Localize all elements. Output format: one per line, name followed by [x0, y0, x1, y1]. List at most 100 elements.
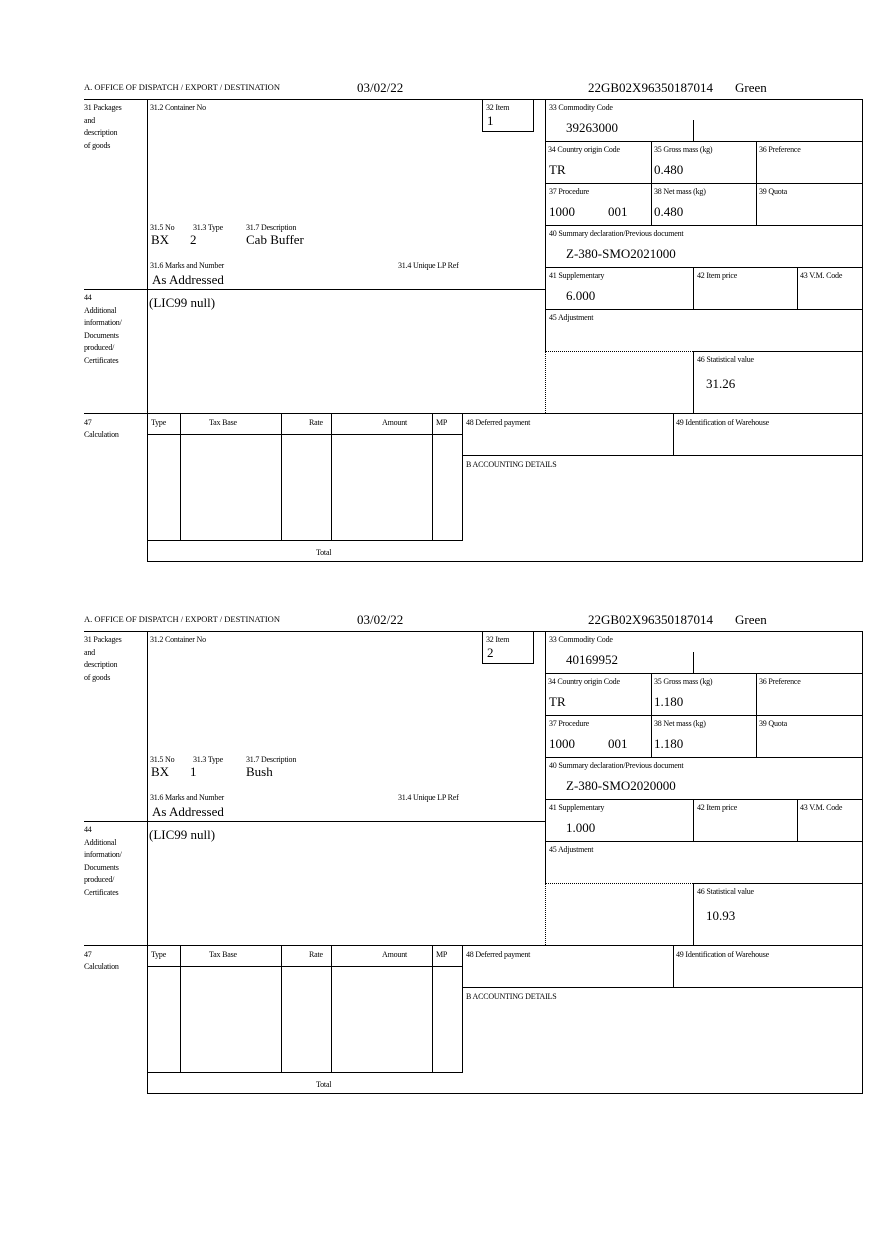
form-right-border [862, 99, 864, 562]
type-label: 31.3 Type [193, 223, 223, 232]
net-mass-value: 1.180 [654, 736, 684, 751]
rule-line [432, 413, 434, 541]
rule-line [533, 631, 535, 664]
marks-value: As Addressed [152, 804, 224, 819]
commodity-code-value: 39263000 [566, 120, 618, 135]
dotted-divider [545, 883, 546, 945]
dotted-divider [545, 883, 693, 884]
procedure-value: 1000 [549, 204, 575, 219]
packages-label: of goods [84, 672, 111, 682]
statistical-value-label: 46 Statistical value [697, 355, 754, 364]
rule-line [462, 455, 863, 457]
total-label: Total [316, 548, 332, 557]
statistical-value: 31.26 [706, 376, 736, 391]
additional-info-label: produced/ [84, 875, 115, 884]
vm-code-label: 43 V.M. Code [800, 803, 843, 812]
additional-info-label: 44 [84, 825, 92, 834]
packages-label: description [84, 660, 118, 669]
accounting-details-label: B ACCOUNTING DETAILS [466, 460, 557, 469]
rule-line [693, 883, 863, 885]
item-number: 1 [487, 113, 494, 128]
additional-info-label: information/ [84, 318, 122, 327]
form-bottom-border [147, 1093, 863, 1095]
rule-line [482, 631, 484, 664]
item-label: 32 Item [486, 635, 510, 644]
commodity-code-label: 33 Commodity Code [549, 103, 613, 112]
packages-label: 31 Packages [84, 103, 122, 112]
rule-line [462, 987, 863, 989]
calc-col-tax-base: Tax Base [209, 418, 237, 427]
calc-col-rate: Rate [309, 950, 323, 959]
rule-line [693, 799, 695, 842]
additional-info-label: produced/ [84, 343, 115, 352]
item-price-label: 42 Item price [697, 271, 738, 280]
rule-line [545, 799, 863, 801]
rule-line [693, 267, 695, 310]
form-right-border [862, 631, 864, 1094]
procedure-suffix-value: 001 [608, 204, 628, 219]
declaration-reference: 22GB02X96350187014 [588, 612, 713, 627]
calc-col-mp: MP [436, 418, 448, 427]
rule-line [693, 351, 695, 414]
package-kind: BX [151, 232, 170, 247]
rule-line [147, 1072, 463, 1074]
goods-description: Cab Buffer [246, 232, 304, 247]
quota-label: 39 Quota [759, 187, 787, 196]
rule-line [147, 540, 463, 542]
no-label: 31.5 No [150, 755, 175, 764]
rule-line [673, 945, 675, 988]
rule-line [693, 120, 695, 142]
calc-col-rate: Rate [309, 418, 323, 427]
rule-line [545, 715, 863, 717]
unique-lp-ref-label: 31.4 Unique LP Ref [398, 793, 459, 802]
rule-line [281, 413, 283, 541]
declaration-date: 03/02/22 [357, 612, 404, 627]
rule-line [545, 183, 863, 185]
gross-mass-label: 35 Gross mass (kg) [654, 145, 713, 154]
rule-line [147, 434, 463, 436]
calculation-label: Calculation [84, 962, 119, 971]
declaration-reference: 22GB02X96350187014 [588, 80, 713, 95]
summary-declaration-value: Z-380-SMO2021000 [566, 246, 676, 261]
goods-left-border [147, 99, 149, 562]
goods-description: Bush [246, 764, 273, 779]
net-mass-label: 38 Net mass (kg) [654, 719, 706, 728]
rule-line [797, 267, 799, 310]
packages-label: and [84, 115, 95, 125]
calc-col-tax-base: Tax Base [209, 950, 237, 959]
rule-line [482, 131, 534, 133]
marks-label: 31.6 Marks and Number [150, 261, 225, 270]
additional-info-label: Documents [84, 330, 119, 340]
rule-line [84, 945, 863, 947]
procedure-label: 37 Procedure [549, 187, 590, 196]
gross-mass-value: 1.180 [654, 694, 684, 709]
rule-line [482, 99, 484, 132]
dotted-divider [545, 351, 546, 413]
adjustment-label: 45 Adjustment [549, 845, 594, 854]
rule-line [545, 757, 863, 759]
deferred-payment-label: 48 Deferred payment [466, 418, 531, 427]
package-count: 2 [190, 232, 197, 247]
supplementary-value: 6.000 [566, 288, 596, 303]
rule-line [462, 413, 464, 541]
procedure-label: 37 Procedure [549, 719, 590, 728]
rule-line [180, 945, 182, 1073]
goods-left-border [147, 631, 149, 1094]
item-price-label: 42 Item price [697, 803, 738, 812]
marks-label: 31.6 Marks and Number [150, 793, 225, 802]
warehouse-id-label: 49 Identification of Warehouse [676, 418, 769, 427]
rule-line [84, 413, 863, 415]
rule-line [462, 945, 464, 1073]
rule-line [545, 841, 863, 843]
item-number: 2 [487, 645, 494, 660]
additional-info-label: Additional [84, 837, 117, 847]
packages-label: and [84, 647, 95, 657]
no-label: 31.5 No [150, 223, 175, 232]
summary-declaration-label: 40 Summary declaration/Previous document [549, 761, 684, 770]
rule-line [545, 267, 863, 269]
item-label: 32 Item [486, 103, 510, 112]
statistical-value-label: 46 Statistical value [697, 887, 754, 896]
summary-declaration-value: Z-380-SMO2020000 [566, 778, 676, 793]
marks-value: As Addressed [152, 272, 224, 287]
rule-line [545, 225, 863, 227]
